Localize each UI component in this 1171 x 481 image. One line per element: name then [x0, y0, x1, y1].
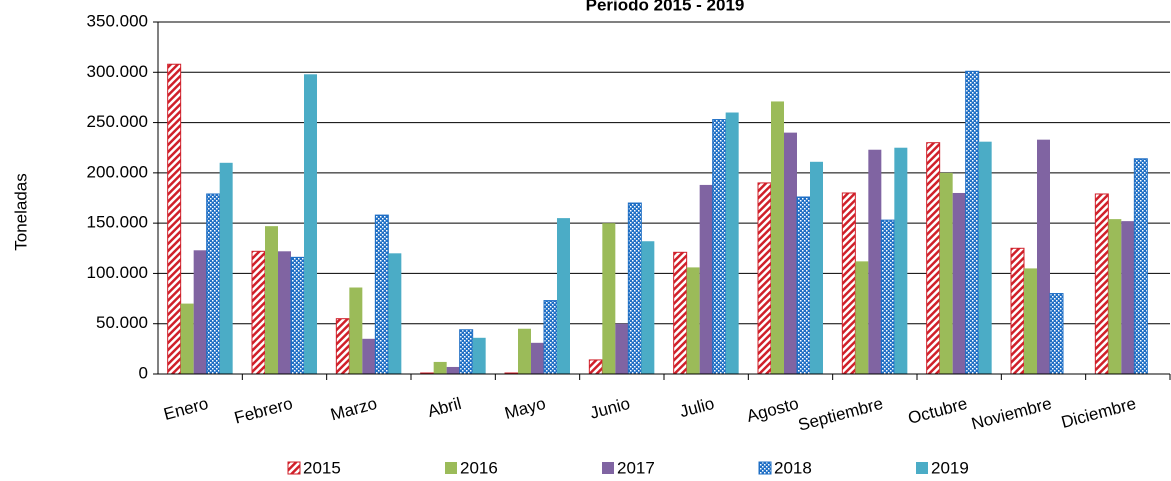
y-tick-label: 250.000 [87, 112, 148, 131]
bar [757, 182, 772, 375]
legend-label: 2016 [460, 458, 498, 477]
bar [615, 323, 629, 374]
legend-swatch [287, 461, 301, 475]
bar [771, 101, 784, 375]
x-tick-label: Julio [678, 394, 717, 421]
bar [206, 193, 221, 375]
bar [725, 112, 739, 374]
bar [251, 250, 266, 375]
x-tick-label: Abril [426, 394, 464, 421]
bar [855, 261, 869, 374]
bar [180, 303, 194, 374]
legend-swatch [445, 462, 457, 474]
bar [868, 149, 882, 374]
legend-swatch [916, 462, 928, 474]
bar [1108, 219, 1122, 374]
bar [810, 161, 823, 374]
y-tick-label: 350.000 [87, 11, 148, 30]
bar [167, 63, 182, 375]
legend-swatch [602, 462, 614, 474]
bar [219, 162, 233, 374]
legend-label: 2015 [303, 458, 341, 477]
x-tick-label: Enero [162, 394, 211, 424]
bar [686, 267, 700, 374]
legend-label: 2019 [931, 458, 969, 477]
chart-title: Periodo 2015 - 2019 [586, 0, 745, 14]
bar [641, 241, 655, 374]
bar [543, 300, 558, 375]
bar [784, 132, 797, 374]
bar [699, 184, 713, 374]
bar [472, 337, 486, 374]
y-tick-label: 300.000 [87, 62, 148, 81]
bar [433, 361, 447, 374]
bar [796, 196, 811, 375]
bar [362, 338, 376, 374]
bar [627, 202, 642, 375]
bar [926, 142, 941, 375]
y-tick-label: 150.000 [87, 213, 148, 232]
bar [952, 192, 966, 374]
x-tick-label: Mayo [503, 394, 548, 423]
bar [531, 342, 544, 374]
bar [349, 287, 363, 374]
bar [193, 250, 207, 374]
legend-label: 2017 [617, 458, 655, 477]
y-tick-label: 100.000 [87, 263, 148, 282]
bar [459, 329, 474, 375]
legend-swatch [758, 461, 772, 475]
bar [557, 218, 570, 374]
bar [1010, 247, 1025, 375]
bar [278, 251, 291, 374]
bar [1024, 268, 1037, 374]
bar [602, 223, 616, 374]
bar [304, 74, 317, 374]
bar [673, 251, 688, 375]
x-tick-label: Diciembre [1059, 394, 1138, 432]
bar [335, 318, 350, 375]
bar [1094, 193, 1109, 375]
y-tick-label: 200.000 [87, 162, 148, 181]
x-tick-label: Junio [588, 394, 632, 423]
bar [1133, 158, 1148, 375]
bar [1037, 139, 1050, 374]
bar [965, 70, 980, 375]
bar [290, 256, 305, 375]
bar [446, 366, 460, 374]
bar [388, 253, 402, 374]
bar [1121, 221, 1135, 374]
y-tick-label: 0 [139, 363, 148, 382]
x-tick-label: Febrero [232, 394, 294, 428]
x-tick-label: Noviembre [969, 394, 1053, 434]
bar [518, 328, 531, 374]
bar [588, 359, 603, 375]
y-tick-label: 50.000 [96, 313, 148, 332]
x-tick-label: Agosto [745, 394, 801, 426]
bar [880, 219, 895, 375]
bar [374, 214, 389, 375]
bar [1049, 293, 1064, 375]
bar [939, 172, 953, 374]
bar [894, 147, 908, 374]
legend-label: 2018 [774, 458, 812, 477]
x-tick-label: Octubre [906, 394, 969, 428]
bar [265, 226, 278, 374]
x-tick-label: Marzo [328, 394, 379, 425]
y-axis-label: Toneladas [11, 173, 30, 251]
x-tick-label: Septiembre [796, 394, 885, 435]
bar [712, 119, 727, 375]
bar [978, 141, 992, 374]
bar [841, 192, 856, 375]
